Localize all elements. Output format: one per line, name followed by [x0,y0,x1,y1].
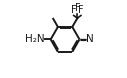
Text: F: F [78,5,84,15]
Text: F: F [71,5,76,15]
Text: F: F [75,3,80,13]
Text: N: N [86,34,94,44]
Text: H₂N: H₂N [25,34,44,44]
